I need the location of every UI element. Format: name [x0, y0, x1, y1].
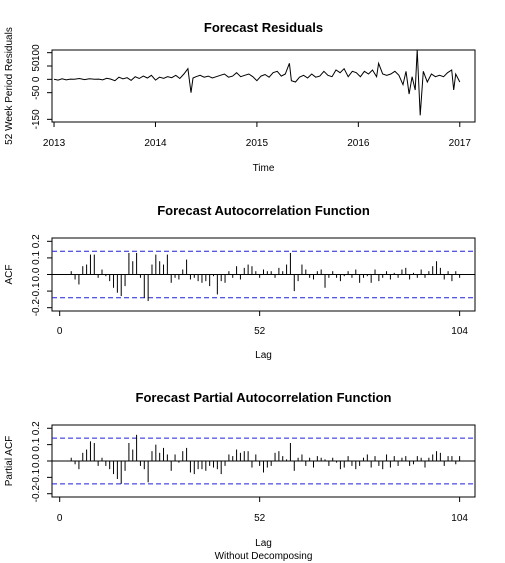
y-tick-label: -150 — [31, 109, 42, 129]
plot-frame — [51, 49, 476, 123]
y-tick-label: 50 — [31, 60, 42, 72]
x-tick-label: 2014 — [144, 138, 167, 149]
series-line — [53, 49, 461, 116]
x-axis-label: Lag — [255, 350, 272, 361]
x-tick-label: 0 — [57, 513, 63, 524]
y-tick-label: -0.2 — [31, 299, 42, 317]
x-axis-label: Lag — [255, 538, 272, 549]
x-tick-label: 2017 — [449, 138, 472, 149]
y-axis-label: 52 Week Period Residuals — [4, 27, 15, 145]
y-axis-label: ACF — [4, 265, 15, 285]
y-tick-label: 0.0 — [31, 267, 42, 281]
chart-title: Forecast Autocorrelation Function — [157, 203, 370, 218]
y-tick-label: 0 — [31, 76, 42, 82]
y-tick-label: -0.1 — [31, 282, 42, 300]
chart-panel-3: Forecast Partial Autocorrelation Functio… — [4, 390, 476, 562]
x-tick-label: 0 — [57, 326, 63, 337]
x-tick-label: 104 — [451, 513, 468, 524]
x-tick-label: 52 — [254, 513, 266, 524]
chart-panel-2: Forecast Autocorrelation Function 0 52 104 -… — [4, 203, 476, 361]
chart-panel-1: Forecast Residuals 2013 2014 2015 2016 2017 -1… — [4, 20, 476, 174]
y-tick-label: 0.1 — [31, 251, 42, 265]
x-axis-label: Time — [253, 163, 275, 174]
y-tick-label: 0.2 — [31, 234, 42, 248]
x-tick-label: 104 — [451, 326, 468, 337]
y-tick-label: 0.1 — [31, 437, 42, 451]
x-tick-label: 2013 — [43, 138, 66, 149]
x-tick-label: 2015 — [246, 138, 269, 149]
y-axis-label: Partial ACF — [4, 436, 15, 487]
y-tick-label: -50 — [31, 85, 42, 100]
y-tick-label: 0.2 — [31, 421, 42, 435]
x-tick-label: 2016 — [347, 138, 370, 149]
chart-subtitle: Without Decomposing — [215, 551, 313, 562]
y-tick-label: -0.1 — [31, 468, 42, 486]
x-tick-label: 52 — [254, 326, 266, 337]
chart-title: Forecast Partial Autocorrelation Functio… — [136, 390, 392, 405]
chart-title: Forecast Residuals — [204, 20, 323, 35]
y-tick-label: -0.2 — [31, 485, 42, 503]
y-tick-label: 100 — [31, 44, 42, 61]
y-tick-label: 0.0 — [31, 454, 42, 468]
